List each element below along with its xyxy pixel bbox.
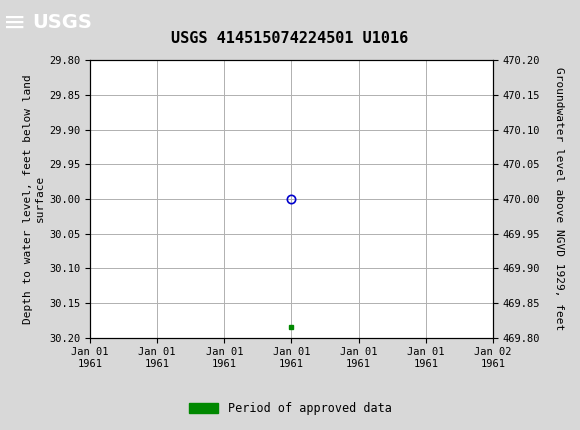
Y-axis label: Depth to water level, feet below land
surface: Depth to water level, feet below land su…: [23, 74, 45, 324]
Y-axis label: Groundwater level above NGVD 1929, feet: Groundwater level above NGVD 1929, feet: [554, 67, 564, 331]
Text: USGS: USGS: [32, 13, 92, 32]
Text: ≡: ≡: [3, 9, 26, 37]
Text: USGS 414515074224501 U1016: USGS 414515074224501 U1016: [171, 31, 409, 46]
Legend: Period of approved data: Period of approved data: [184, 397, 396, 420]
